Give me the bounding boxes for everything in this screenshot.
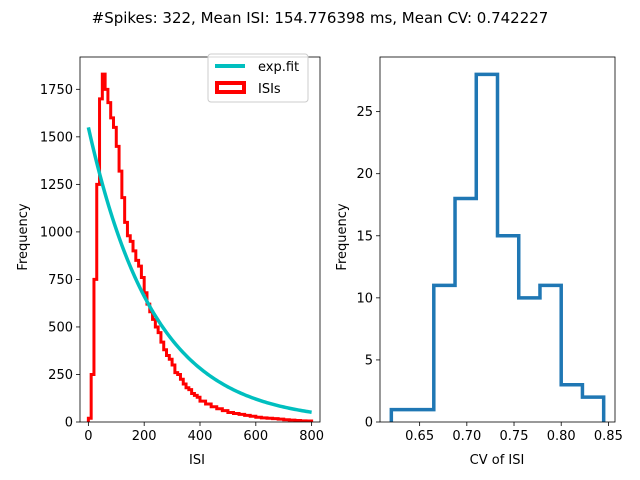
cv-plot-area (379, 56, 616, 423)
cv-xtick-label: 0.85 (594, 429, 623, 444)
isi-ytick-label: 1000 (40, 225, 73, 240)
isi-ytick-label: 1750 (40, 83, 73, 98)
legend-isis-label: ISIs (258, 82, 281, 97)
cv-ytick-label: 20 (356, 167, 373, 182)
cv-ytick-label: 0 (365, 416, 373, 431)
legend-isis-swatch (215, 81, 246, 94)
isi-xtick-label: 0 (84, 429, 92, 444)
isi-ytick-label: 0 (65, 416, 73, 431)
cv-ylabel: Frequency (335, 203, 350, 270)
isi-xtick-label: 600 (243, 429, 268, 444)
isi-xtick-label: 400 (188, 429, 213, 444)
cv-ytick-label: 10 (356, 291, 373, 306)
cv-ytick-label: 5 (365, 353, 373, 368)
cv-xtick-label: 0.75 (500, 429, 529, 444)
figure-suptitle: #Spikes: 322, Mean ISI: 154.776398 ms, M… (92, 9, 549, 27)
cv-xlabel: CV of ISI (470, 453, 525, 468)
cv-axes-frame (379, 56, 616, 423)
cv-xtick-label: 0.80 (547, 429, 576, 444)
cv-histogram-step (389, 72, 606, 422)
isi-xtick-label: 800 (299, 429, 324, 444)
cv-histogram-panel: 0.65 0.70 0.75 0.80 0.85 0 5 10 15 20 25 CV of ISI… (335, 56, 623, 468)
legend: exp.fit ISIs (207, 53, 309, 103)
isi-ytick-label: 750 (48, 273, 73, 288)
legend-exp-fit-label: exp.fit (258, 60, 299, 75)
isi-histogram-panel: 0 200 400 600 80002505007501000125015001750 … (16, 53, 324, 468)
isi-ytick-label: 1500 (40, 130, 73, 145)
isi-axis-ticks: 0 200 400 600 800 0 250 500 750 1000 1250 1500 1750 (40, 83, 324, 444)
cv-ytick-label: 15 (356, 229, 373, 244)
exp-fit-curve (86, 126, 312, 414)
isi-ylabel: Frequency (16, 203, 31, 270)
cv-axis-ticks: 0.65 0.70 0.75 0.80 0.85 0 5 10 15 20 25 (356, 105, 622, 444)
isi-plot-area (79, 56, 321, 423)
isi-xtick-label: 200 (132, 429, 157, 444)
cv-ytick-label: 25 (356, 105, 373, 120)
cv-xtick-label: 0.65 (405, 429, 434, 444)
isi-ytick-label: 500 (48, 320, 73, 335)
cv-xtick-label: 0.70 (452, 429, 481, 444)
isi-ytick-label: 1250 (40, 178, 73, 193)
isi-xlabel: ISI (189, 453, 205, 468)
isi-histogram-step (86, 72, 314, 422)
isi-ytick-label: 250 (48, 368, 73, 383)
